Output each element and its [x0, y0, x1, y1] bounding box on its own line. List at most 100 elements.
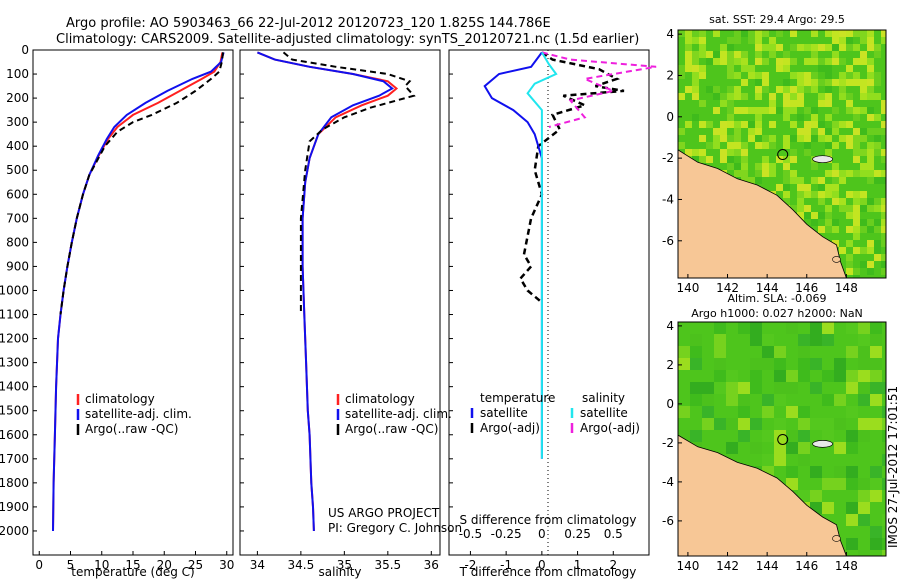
legend-label: Argo(..raw -QC)	[345, 422, 438, 436]
map-data-cell	[692, 51, 699, 58]
map-data-cell	[720, 93, 727, 100]
map-data-cell	[881, 254, 886, 261]
map-data-cell	[818, 135, 825, 142]
map-data-cell	[769, 121, 776, 128]
map-data-cell	[810, 334, 822, 346]
map-y-tick-label: -4	[662, 475, 674, 489]
map-data-cell	[685, 58, 692, 65]
map-data-cell	[853, 128, 860, 135]
sst-map-title: sat. SST: 29.4 Argo: 29.5	[709, 13, 845, 26]
map-data-cell	[825, 212, 832, 219]
map-data-cell	[726, 370, 738, 382]
map-data-cell	[881, 212, 886, 219]
argo-location-marker	[777, 433, 789, 445]
y-tick-label: 1500	[0, 404, 29, 418]
map-data-cell	[811, 219, 818, 226]
map-data-cell	[797, 191, 804, 198]
map-data-cell	[853, 205, 860, 212]
map-data-cell	[853, 156, 860, 163]
map-data-cell	[776, 184, 783, 191]
map-data-cell	[797, 135, 804, 142]
y-tick-label: 500	[6, 163, 29, 177]
map-data-cell	[825, 219, 832, 226]
map-data-cell	[706, 142, 713, 149]
map-data-cell	[750, 442, 762, 454]
map-data-cell	[776, 58, 783, 65]
map-data-cell	[727, 44, 734, 51]
map-data-cell	[874, 219, 881, 226]
map-data-cell	[748, 72, 755, 79]
map-data-cell	[678, 346, 690, 358]
map-data-cell	[811, 177, 818, 184]
legend-label: satellite	[580, 406, 628, 420]
map-data-cell	[858, 478, 870, 490]
map-data-cell	[867, 128, 874, 135]
map-data-cell	[870, 382, 882, 394]
map-data-cell	[867, 219, 874, 226]
map-data-cell	[825, 44, 832, 51]
map-data-cell	[834, 478, 846, 490]
map-data-cell	[713, 86, 720, 93]
map-data-cell	[755, 170, 762, 177]
map-data-cell	[804, 121, 811, 128]
map-data-cell	[798, 418, 810, 430]
map-data-cell	[825, 100, 832, 107]
map-data-cell	[810, 490, 822, 502]
map-data-cell	[818, 58, 825, 65]
island	[832, 535, 841, 542]
x-tick-label: 5	[67, 558, 75, 572]
map-data-cell	[881, 198, 886, 205]
map-data-cell	[839, 93, 846, 100]
y-tick-label: 200	[6, 91, 29, 105]
map-data-cell	[825, 72, 832, 79]
map-data-cell	[867, 114, 874, 121]
map-data-cell	[702, 406, 714, 418]
map-data-cell	[853, 191, 860, 198]
map-data-cell	[818, 198, 825, 205]
map-data-cell	[755, 51, 762, 58]
map-data-cell	[881, 226, 886, 233]
y-tick-label: 600	[6, 187, 29, 201]
map-data-cell	[748, 121, 755, 128]
map-data-cell	[798, 334, 810, 346]
map-data-cell	[790, 72, 797, 79]
t-difference-label: T difference from climatology	[459, 565, 637, 579]
map-data-cell	[720, 51, 727, 58]
manus-island	[812, 155, 833, 164]
map-data-cell	[734, 93, 741, 100]
legend-group-title: salinity	[582, 391, 625, 405]
y-tick-label: 900	[6, 259, 29, 273]
map-data-cell	[860, 170, 867, 177]
map-data-cell	[774, 442, 786, 454]
map-data-cell	[776, 30, 783, 37]
map-data-cell	[798, 358, 810, 370]
map-data-cell	[734, 30, 741, 37]
map-data-cell	[786, 406, 798, 418]
map-data-cell	[839, 170, 846, 177]
map-data-cell	[825, 205, 832, 212]
map-data-cell	[881, 233, 886, 240]
map-data-cell	[706, 51, 713, 58]
map-data-cell	[810, 382, 822, 394]
map-data-cell	[783, 51, 790, 58]
map-data-cell	[797, 100, 804, 107]
map-data-cell	[774, 418, 786, 430]
map-data-cell	[755, 107, 762, 114]
legend-label: Argo(-adj)	[480, 421, 540, 435]
map-data-cell	[834, 358, 846, 370]
map-data-cell	[834, 370, 846, 382]
map-data-cell	[853, 72, 860, 79]
map-x-tick-label: 140	[676, 559, 699, 573]
map-data-cell	[867, 198, 874, 205]
map-y-tick-label: 0	[666, 110, 674, 124]
map-data-cell	[713, 58, 720, 65]
map-data-cell	[678, 65, 685, 72]
map-data-cell	[774, 394, 786, 406]
map-data-cell	[786, 478, 798, 490]
map-data-cell	[774, 430, 786, 442]
map-data-cell	[867, 107, 874, 114]
map-data-cell	[685, 65, 692, 72]
map-data-cell	[853, 219, 860, 226]
map-data-cell	[755, 86, 762, 93]
map-data-cell	[860, 107, 867, 114]
